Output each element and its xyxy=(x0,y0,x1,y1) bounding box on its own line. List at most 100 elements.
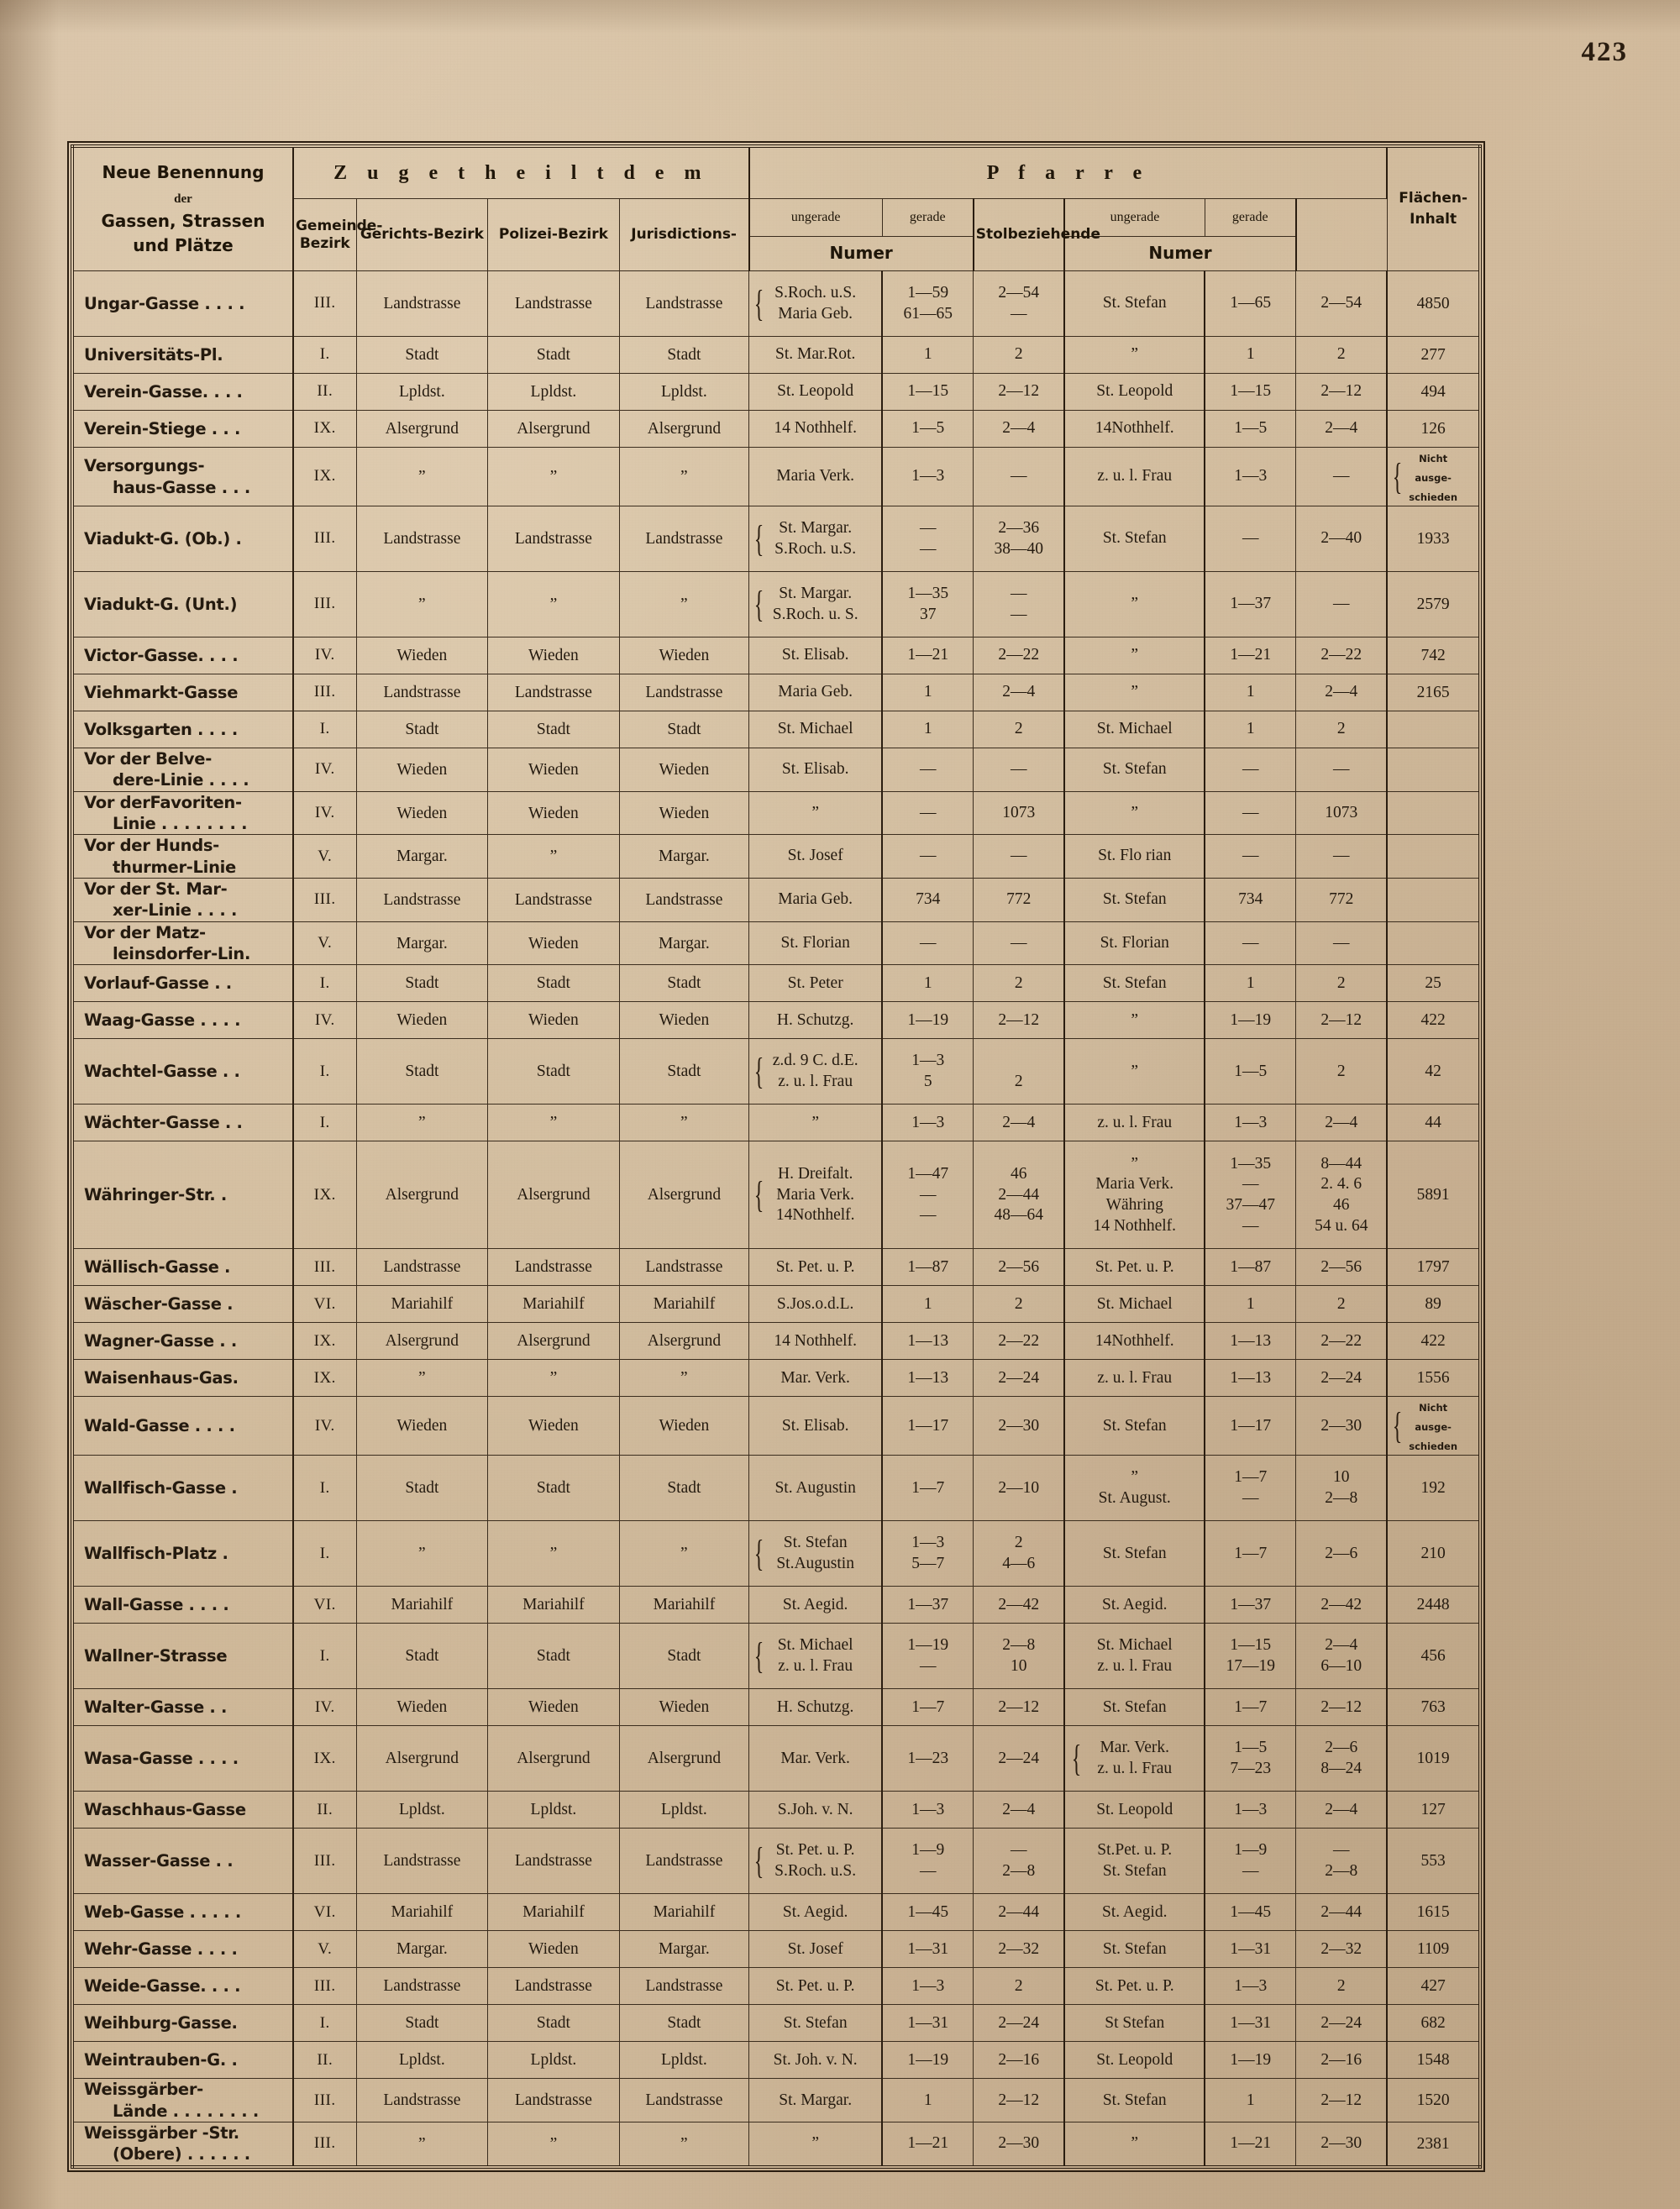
row-bezirk: V. xyxy=(292,921,357,966)
header-flaechen-l2: Inhalt xyxy=(1410,211,1457,228)
row-jurisdictions: St. Augustin xyxy=(748,1455,884,1522)
row-flaechen-inhalt: 126 xyxy=(1386,410,1481,448)
row-polizei-bezirk: Landstrasse xyxy=(618,1248,750,1287)
row-gerade-numer-1: 772 xyxy=(973,878,1065,922)
row-bezirk: I. xyxy=(292,711,357,748)
row-polizei-bezirk: Stadt xyxy=(618,2004,750,2043)
row-street-name: Web-Gasse . . . . . xyxy=(71,1893,294,1932)
row-stolbeziehende: St. Stefan xyxy=(1063,1396,1206,1456)
street-directory-table-container: Neue Benennung der Gassen, Strassen und … xyxy=(67,141,1485,2172)
row-gerade-numer-1: 2 4—6 xyxy=(973,1520,1065,1587)
row-street-name: Viehmarkt-Gasse xyxy=(71,674,294,711)
row-gerichts-bezirk: ” xyxy=(487,834,620,879)
row-gerade-numer-2: 2—6 8—24 xyxy=(1295,1725,1389,1792)
row-jurisdictions: 14 Nothhelf. xyxy=(748,410,884,448)
row-ungerade-numer-2: 1 xyxy=(1204,674,1297,711)
table-row: Währinger-Str. . IX. Alsergrund Alsergrund A… xyxy=(71,1141,1481,1250)
row-gerade-numer-1: 2—54— xyxy=(973,270,1065,337)
row-stolbeziehende: St. Leopold xyxy=(1063,1791,1206,1829)
row-flaechen-inhalt xyxy=(1386,711,1481,748)
row-flaechen-inhalt xyxy=(1386,921,1481,966)
row-bezirk: I. xyxy=(292,2004,357,2043)
row-ungerade-numer-2: 1—65 xyxy=(1204,270,1297,337)
row-polizei-bezirk: Alsergrund xyxy=(618,1141,750,1250)
table-row: Waag-Gasse . . . . IV. Wieden Wieden Wieden H… xyxy=(71,1001,1481,1040)
row-jurisdictions: Mar. Verk. xyxy=(748,1359,884,1398)
row-jurisdictions: St. Josef xyxy=(748,1930,884,1969)
row-gerade-numer-2: 2—12 xyxy=(1295,2078,1389,2123)
row-gerade-numer-1: 2—4 xyxy=(973,1791,1065,1829)
row-gerichts-bezirk: Stadt xyxy=(487,964,620,1003)
row-street-name: Waisenhaus-Gas. xyxy=(71,1359,294,1398)
table-row: Weissgärber- Lände . . . . . . . . III. Lan… xyxy=(71,2078,1481,2123)
row-bezirk: III. xyxy=(292,270,357,337)
row-polizei-bezirk: Landstrasse xyxy=(618,2078,750,2123)
row-gemeinde-bezirk: Landstrasse xyxy=(355,878,489,922)
row-polizei-bezirk: Lpldst. xyxy=(618,373,750,411)
row-jurisdictions: St. Elisab. xyxy=(748,748,884,792)
row-gemeinde-bezirk: Landstrasse xyxy=(355,270,489,337)
row-flaechen-inhalt: 210 xyxy=(1386,1520,1481,1587)
row-polizei-bezirk: Stadt xyxy=(618,1038,750,1105)
row-polizei-bezirk: ” xyxy=(618,1359,750,1398)
table-row: Vor derFavoriten- Linie . . . . . . . . IV… xyxy=(71,790,1481,836)
header-row-subs-b: Numer Numer xyxy=(72,236,1480,271)
row-bezirk: III. xyxy=(292,506,357,572)
row-gemeinde-bezirk: Stadt xyxy=(355,2004,489,2043)
row-gerade-numer-1: 2—12 xyxy=(973,1001,1065,1040)
row-flaechen-inhalt: 1548 xyxy=(1386,2041,1481,2080)
row-gerade-numer-1: 2 xyxy=(973,964,1065,1003)
row-bezirk: II. xyxy=(292,2041,357,2080)
row-stolbeziehende: St. Stefan xyxy=(1063,878,1206,922)
row-gerade-numer-1: 2—4 xyxy=(973,674,1065,711)
row-ungerade-numer-2: 1—35—37—47— xyxy=(1204,1141,1297,1250)
table-row: Walter-Gasse . . IV. Wieden Wieden Wieden H. … xyxy=(71,1688,1481,1727)
table-row: Verein-Stiege . . . IX. Alsergrund Alsergru… xyxy=(71,410,1481,448)
row-stolbeziehende: St. Florian xyxy=(1063,921,1206,966)
row-gerichts-bezirk: Landstrasse xyxy=(487,674,620,711)
row-gerichts-bezirk: Mariahilf xyxy=(487,1893,620,1932)
row-flaechen-inhalt: 742 xyxy=(1386,637,1481,674)
row-ungerade-numer-2: — xyxy=(1204,748,1297,792)
row-gerichts-bezirk: Wieden xyxy=(487,748,620,792)
row-jurisdictions: Maria Geb. xyxy=(748,674,884,711)
row-ungerade-numer-2: 1—87 xyxy=(1204,1248,1297,1287)
row-ungerade-numer-1: 1—47— — xyxy=(881,1141,974,1250)
row-flaechen-inhalt: 682 xyxy=(1386,2004,1481,2043)
row-stolbeziehende: ” Maria Verk. Währing 14 Nothhelf. xyxy=(1063,1141,1206,1250)
row-gerade-numer-1: — — xyxy=(973,571,1065,638)
header-row-subs-a: Gemeinde-Bezirk Gerichts-Bezirk Polizei-… xyxy=(72,198,1480,271)
row-gerade-numer-1: 2—32 xyxy=(973,1930,1065,1969)
row-jurisdictions: St. Florian xyxy=(748,921,884,966)
row-gerichts-bezirk: Landstrasse xyxy=(487,506,620,572)
row-polizei-bezirk: ” xyxy=(618,1520,750,1587)
row-gemeinde-bezirk: Stadt xyxy=(355,711,489,748)
table-row: Viehmarkt-Gasse III. Landstrasse Landstrass… xyxy=(71,674,1481,711)
row-ungerade-numer-1: 1—15 xyxy=(881,373,974,411)
row-gerade-numer-2: 2—4 6—10 xyxy=(1295,1623,1389,1690)
row-flaechen-inhalt: 192 xyxy=(1386,1455,1481,1522)
row-street-name: Weintrauben-G. . xyxy=(71,2041,294,2080)
row-bezirk: IV. xyxy=(292,637,357,674)
row-jurisdictions: H. Schutzg. xyxy=(748,1688,884,1727)
row-gerade-numer-1: 2 xyxy=(973,336,1065,374)
row-jurisdictions: St. Leopold xyxy=(748,373,884,411)
header-stolbeziehende: Stolbeziehende xyxy=(972,198,1100,271)
row-polizei-bezirk: Wieden xyxy=(618,790,750,836)
table-row: Verein-Gasse. . . . II. Lpldst. Lpldst. Lpld… xyxy=(71,373,1481,411)
row-gemeinde-bezirk: Landstrasse xyxy=(355,506,489,572)
row-jurisdictions: St. Margar.S.Roch. u. S. xyxy=(748,571,884,638)
row-ungerade-numer-1: 1—3 xyxy=(881,447,974,506)
row-jurisdictions: ” xyxy=(748,2122,884,2168)
header-street-name-l1: Neue Benennung xyxy=(102,162,265,182)
row-gerade-numer-1: 2 xyxy=(973,1967,1065,2006)
row-ungerade-numer-2: 734 xyxy=(1204,878,1297,922)
row-gemeinde-bezirk: Stadt xyxy=(355,336,489,374)
row-street-name: Waag-Gasse . . . . xyxy=(71,1001,294,1040)
row-gerade-numer-1: — xyxy=(973,748,1065,792)
row-gerichts-bezirk: ” xyxy=(487,571,620,638)
table-row: Ungar-Gasse . . . . III. Landstrasse Landst… xyxy=(71,270,1481,337)
table-row: Vor der Matz-leinsdorfer-Lin. V. Margar. Wi… xyxy=(71,921,1481,966)
row-gerade-numer-2: — xyxy=(1295,921,1389,966)
